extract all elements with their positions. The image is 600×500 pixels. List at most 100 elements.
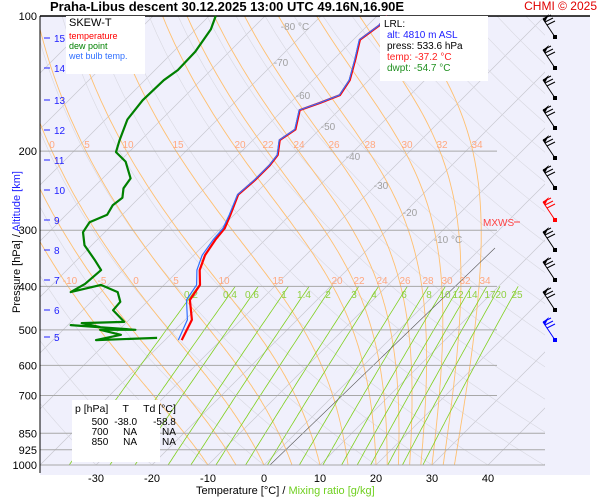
wind-barb-station xyxy=(553,66,557,70)
wind-barb-station xyxy=(553,278,557,282)
x-tick-label: 10 xyxy=(314,473,326,485)
pressure-tick-label: 100 xyxy=(19,11,37,23)
cell: 500 xyxy=(91,417,109,428)
wind-barb-feather xyxy=(544,48,554,54)
x-tick-label: -20 xyxy=(144,473,160,485)
x-tick-label: -30 xyxy=(88,473,104,485)
dry-adiabat-line xyxy=(351,16,545,213)
mxws-label: MXWS xyxy=(483,218,514,229)
adiabat-label: 30 xyxy=(441,276,453,287)
cell: NA xyxy=(161,437,176,448)
adiabat-label: 24 xyxy=(376,276,388,287)
adiabat-label: 0 xyxy=(133,276,139,287)
wind-barb xyxy=(542,45,557,70)
isotherm-label: -30 xyxy=(374,181,389,192)
adiabat-label: 34 xyxy=(471,140,483,151)
x-tick-label: 40 xyxy=(482,473,494,485)
wind-barb-feather xyxy=(546,20,556,26)
wind-barb-station xyxy=(553,126,557,130)
altitude-tick-label: 6 xyxy=(54,306,60,317)
wind-barb-station xyxy=(553,35,557,39)
chart-title: Praha-Libus descent 30.12.2025 13:00 UTC… xyxy=(50,0,405,14)
table-row: 700 NA NA xyxy=(72,428,179,438)
isotherm-label: -70 xyxy=(274,58,289,69)
wind-barb-feather xyxy=(546,111,556,117)
legend-dew-point: dew point xyxy=(69,41,108,51)
mixing-ratio-label: 3 xyxy=(351,290,357,301)
x-title-mixing: Mixing ratio [g/kg] xyxy=(288,485,375,497)
mixing-ratio-label: 0.6 xyxy=(245,290,259,301)
lrl-temp: temp: -37.2 °C xyxy=(387,52,452,63)
wind-barb-pennant xyxy=(543,227,549,235)
wind-barb xyxy=(542,257,557,282)
cell: NA xyxy=(123,437,138,448)
wind-barb xyxy=(542,197,557,222)
adiabat-label: 22 xyxy=(353,276,365,287)
wind-barb xyxy=(542,287,557,312)
x-tick-label: 20 xyxy=(370,473,382,485)
lrl-alt: alt: 4810 m ASL xyxy=(387,30,458,41)
mixing-ratio-label: 4 xyxy=(371,290,377,301)
adiabat-label: 10 xyxy=(122,140,134,151)
wind-barb-station xyxy=(553,186,557,190)
lrl-press: press: 533.6 hPa xyxy=(387,41,463,52)
mixing-ratio-label: 0.2 xyxy=(184,290,198,301)
wind-barb-feather xyxy=(544,78,554,84)
isotherm-label: -40 xyxy=(346,152,361,163)
cell: -38.0 xyxy=(114,417,138,428)
isotherm-line xyxy=(40,16,378,354)
wind-barb-feather xyxy=(546,263,556,269)
isotherm-label: -80 °C xyxy=(281,22,309,33)
adiabat-label: 24 xyxy=(293,140,305,151)
adiabat-label: 5 xyxy=(173,276,179,287)
wind-barb-feather xyxy=(544,108,554,114)
lrl-dwpt: dwpt: -54.7 °C xyxy=(387,63,451,74)
adiabat-label: 20 xyxy=(331,276,343,287)
x-tick-label: 30 xyxy=(426,473,438,485)
pressure-tick-label: 500 xyxy=(19,325,37,337)
x-title-sep: / xyxy=(279,485,289,497)
adiabat-label: 34 xyxy=(479,276,491,287)
pressure-tick-label: 400 xyxy=(19,281,37,293)
credit: CHMI © 2025 xyxy=(524,0,597,13)
pressure-tick-label: 600 xyxy=(19,360,37,372)
wind-barb xyxy=(542,75,557,100)
wind-barb-feather xyxy=(544,230,554,236)
col-p: p [hPa] xyxy=(75,403,109,415)
altitude-tick-label: 15 xyxy=(54,34,66,45)
adiabat-label: 15 xyxy=(172,140,184,151)
altitude-tick-label: 13 xyxy=(54,96,66,107)
wind-barb-pennant xyxy=(543,45,549,53)
y-title-pressure: Pressure [hPa] xyxy=(11,240,23,313)
adiabat-label: 10 xyxy=(218,276,230,287)
wind-barb-pennant xyxy=(543,105,549,113)
isotherm-label: -50 xyxy=(321,122,336,133)
wind-barb-station xyxy=(553,308,557,312)
wind-barb-feather xyxy=(544,17,554,23)
altitude-tick-label: 7 xyxy=(54,276,60,287)
legend: SKEW-T temperature dew point wet bulb te… xyxy=(66,16,145,74)
dry-adiabat-line xyxy=(206,16,545,368)
wind-barb-feather xyxy=(546,233,556,239)
col-td: Td [°C] xyxy=(143,403,176,415)
wind-barb-station xyxy=(553,248,557,252)
dry-adiabat-line xyxy=(235,16,545,336)
pressure-tick-label: 1000 xyxy=(13,460,37,472)
altitude-tick-label: 9 xyxy=(54,216,60,227)
pressure-tick-label: 925 xyxy=(19,445,37,457)
adiabat-label: 22 xyxy=(262,140,274,151)
table-row: 500 -38.0 -58.8 xyxy=(72,418,179,428)
isotherm-label: -10 °C xyxy=(434,235,462,246)
dry-adiabat-line xyxy=(148,16,545,433)
reference-line xyxy=(269,247,496,465)
profile-dew-point xyxy=(69,15,217,342)
x-tick-label: 0 xyxy=(261,473,267,485)
mixing-ratio-label: 0.4 xyxy=(223,290,237,301)
wind-barb-pennant xyxy=(543,197,549,205)
wind-barb-feather xyxy=(544,260,554,266)
mixing-ratio-label: 17 xyxy=(484,290,496,301)
mixing-ratio-label: 6 xyxy=(401,290,407,301)
wind-barb-pennant xyxy=(543,14,549,22)
wind-barb-feather xyxy=(544,200,554,206)
